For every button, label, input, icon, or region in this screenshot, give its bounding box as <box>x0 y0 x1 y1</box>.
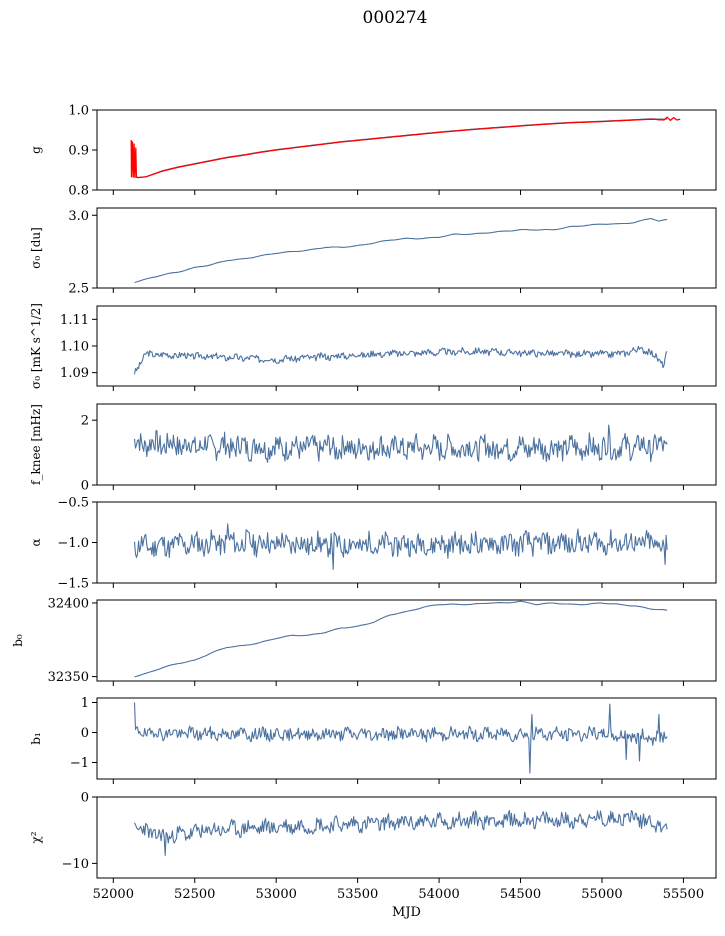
panel-5-ytick-label: −0.5 <box>57 496 89 511</box>
panel-1-series-2 <box>130 116 681 179</box>
panel-2-ylabel: σ₀ [du] <box>29 227 43 269</box>
xtick-label: 55000 <box>581 887 622 902</box>
panel-2-ytick-label: 2.5 <box>68 282 89 297</box>
panel-8: −10 0 52000 52500 53000 53500 54000 54500 55000 5… <box>29 791 717 920</box>
panel-6-series-1 <box>134 600 668 678</box>
panel-6-frame <box>96 599 717 682</box>
panel-5-ylabel: α <box>29 538 43 546</box>
xtick-label: 53000 <box>256 887 297 902</box>
panel-2-series-1 <box>134 217 668 284</box>
panels: 0.8 0.9 1.0 g 2.5 3.0 σ₀ [du] 1.09 1.10 1.11 σ₀ [m… <box>11 104 717 920</box>
panel-4-ytick-label: 2 <box>81 414 89 429</box>
panel-1-ylabel: g <box>29 146 43 154</box>
panel-8-ytick-label: −10 <box>62 857 89 872</box>
panel-6-ytick-label: 32400 <box>48 596 89 611</box>
xlabel: MJD <box>392 905 421 920</box>
panel-4: 0 2 f_knee [mHz] <box>29 403 717 494</box>
panel-1-series-1 <box>132 118 668 179</box>
panel-8-ylabel: χ² <box>29 831 43 843</box>
panel-4-ylabel: f_knee [mHz] <box>29 404 43 485</box>
panel-4-series-1 <box>133 424 668 463</box>
panel-3-ylabel: σ₀ [mK s^1/2] <box>29 303 43 389</box>
panel-8-ytick-label: 0 <box>81 791 89 806</box>
panel-7-series-1 <box>133 702 668 774</box>
panel-5-ytick-label: −1.0 <box>57 536 89 551</box>
panel-1: 0.8 0.9 1.0 g <box>29 104 717 199</box>
panel-7-ylabel: b₁ <box>29 732 43 745</box>
panel-3-frame <box>96 305 717 387</box>
panel-3-ytick-label: 1.09 <box>60 366 89 381</box>
panel-1-ytick-label: 1.0 <box>68 104 89 119</box>
xtick-label: 53500 <box>337 887 378 902</box>
panel-2-ytick-label: 3.0 <box>68 209 89 224</box>
panel-8-frame <box>96 796 717 879</box>
panel-3: 1.09 1.10 1.11 σ₀ [mK s^1/2] <box>29 303 717 391</box>
panel-8-series-1 <box>134 809 668 856</box>
panel-5-series-1 <box>133 523 668 570</box>
xtick-label: 55500 <box>663 887 704 902</box>
xtick-label: 54500 <box>500 887 541 902</box>
panel-5-frame <box>96 501 717 584</box>
panel-1-ytick-label: 0.9 <box>68 144 89 159</box>
panel-1-ytick-label: 0.8 <box>68 184 89 199</box>
figure-title: 000274 <box>363 8 428 28</box>
panel-7-ytick-label: 0 <box>81 726 89 741</box>
panel-6: 32350 32400 b₀ <box>11 596 717 686</box>
panel-6-ytick-label: 32350 <box>48 670 89 685</box>
panel-7: −1 0 1 b₁ <box>29 696 717 784</box>
xtick-label: 52500 <box>174 887 215 902</box>
panel-5-ytick-label: −1.5 <box>57 577 89 592</box>
panel-5: −1.5 −1.0 −0.5 α <box>29 496 717 592</box>
panel-2-frame <box>96 207 717 289</box>
panel-4-frame <box>96 403 717 486</box>
panel-7-ytick-label: −1 <box>70 756 89 771</box>
panel-6-ylabel: b₀ <box>11 634 25 647</box>
panel-1-frame <box>96 109 717 191</box>
xtick-label: 54000 <box>418 887 459 902</box>
panel-3-series-1 <box>133 345 668 375</box>
panel-7-frame <box>96 697 717 780</box>
panel-4-ytick-label: 0 <box>81 479 89 494</box>
panel-2: 2.5 3.0 σ₀ [du] <box>29 207 717 297</box>
panel-3-ytick-label: 1.10 <box>60 340 89 355</box>
panel-7-ytick-label: 1 <box>81 696 89 711</box>
xtick-label: 52000 <box>93 887 134 902</box>
panel-3-ytick-label: 1.11 <box>60 313 89 328</box>
